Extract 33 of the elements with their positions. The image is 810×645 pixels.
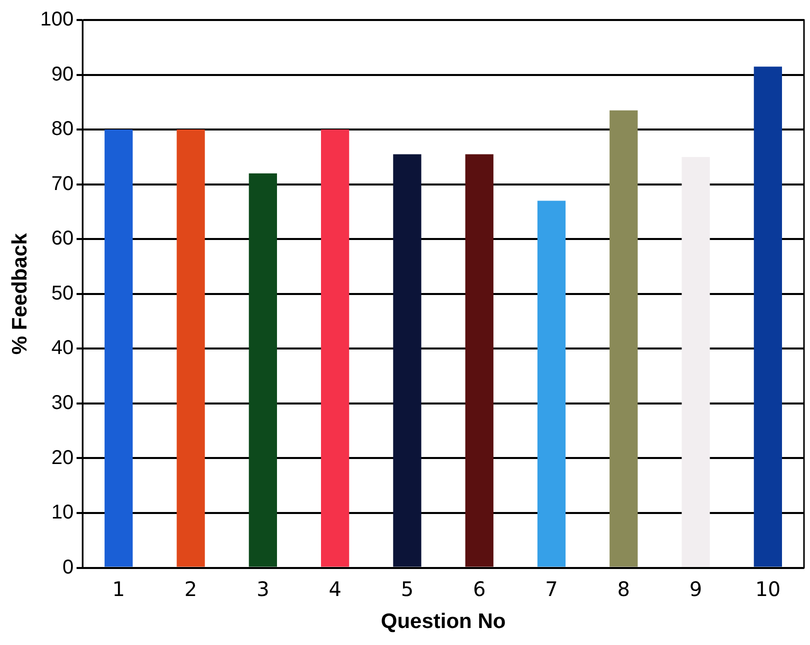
y-tick-label: 10	[51, 502, 74, 524]
y-tick-label: 0	[62, 556, 74, 578]
bar	[537, 200, 566, 567]
bar	[104, 130, 133, 567]
x-tick-label: 5	[400, 577, 414, 602]
x-tick-label: 8	[617, 577, 630, 602]
x-tick-label: 4	[328, 577, 342, 602]
y-tick-label: 80	[51, 118, 74, 140]
bar	[610, 110, 638, 567]
bar	[393, 154, 422, 567]
bar	[682, 156, 710, 567]
y-axis-title: % Feedback	[8, 232, 32, 355]
x-tick-label: 9	[689, 577, 702, 602]
y-tick-label: 60	[51, 228, 74, 250]
bar	[465, 154, 494, 567]
y-tick-label: 90	[51, 63, 74, 86]
y-tick-label: 40	[51, 337, 74, 360]
y-tick-label: 50	[51, 282, 74, 304]
y-tick-label: 20	[51, 446, 74, 469]
x-tick-label: 10	[755, 577, 781, 602]
bar	[248, 173, 277, 567]
y-tick-label: 30	[51, 392, 74, 414]
bar	[321, 130, 350, 567]
x-tick-label: 1	[112, 577, 126, 602]
y-tick-label: 70	[51, 172, 74, 195]
y-tick-label: 100	[40, 8, 74, 31]
bar	[754, 66, 782, 567]
bar	[176, 130, 205, 567]
x-tick-label: 3	[256, 577, 270, 602]
x-tick-label: 2	[184, 577, 198, 602]
x-axis-title: Question No	[380, 610, 506, 634]
x-tick-label: 6	[472, 577, 486, 602]
x-tick-label: 7	[545, 577, 558, 602]
